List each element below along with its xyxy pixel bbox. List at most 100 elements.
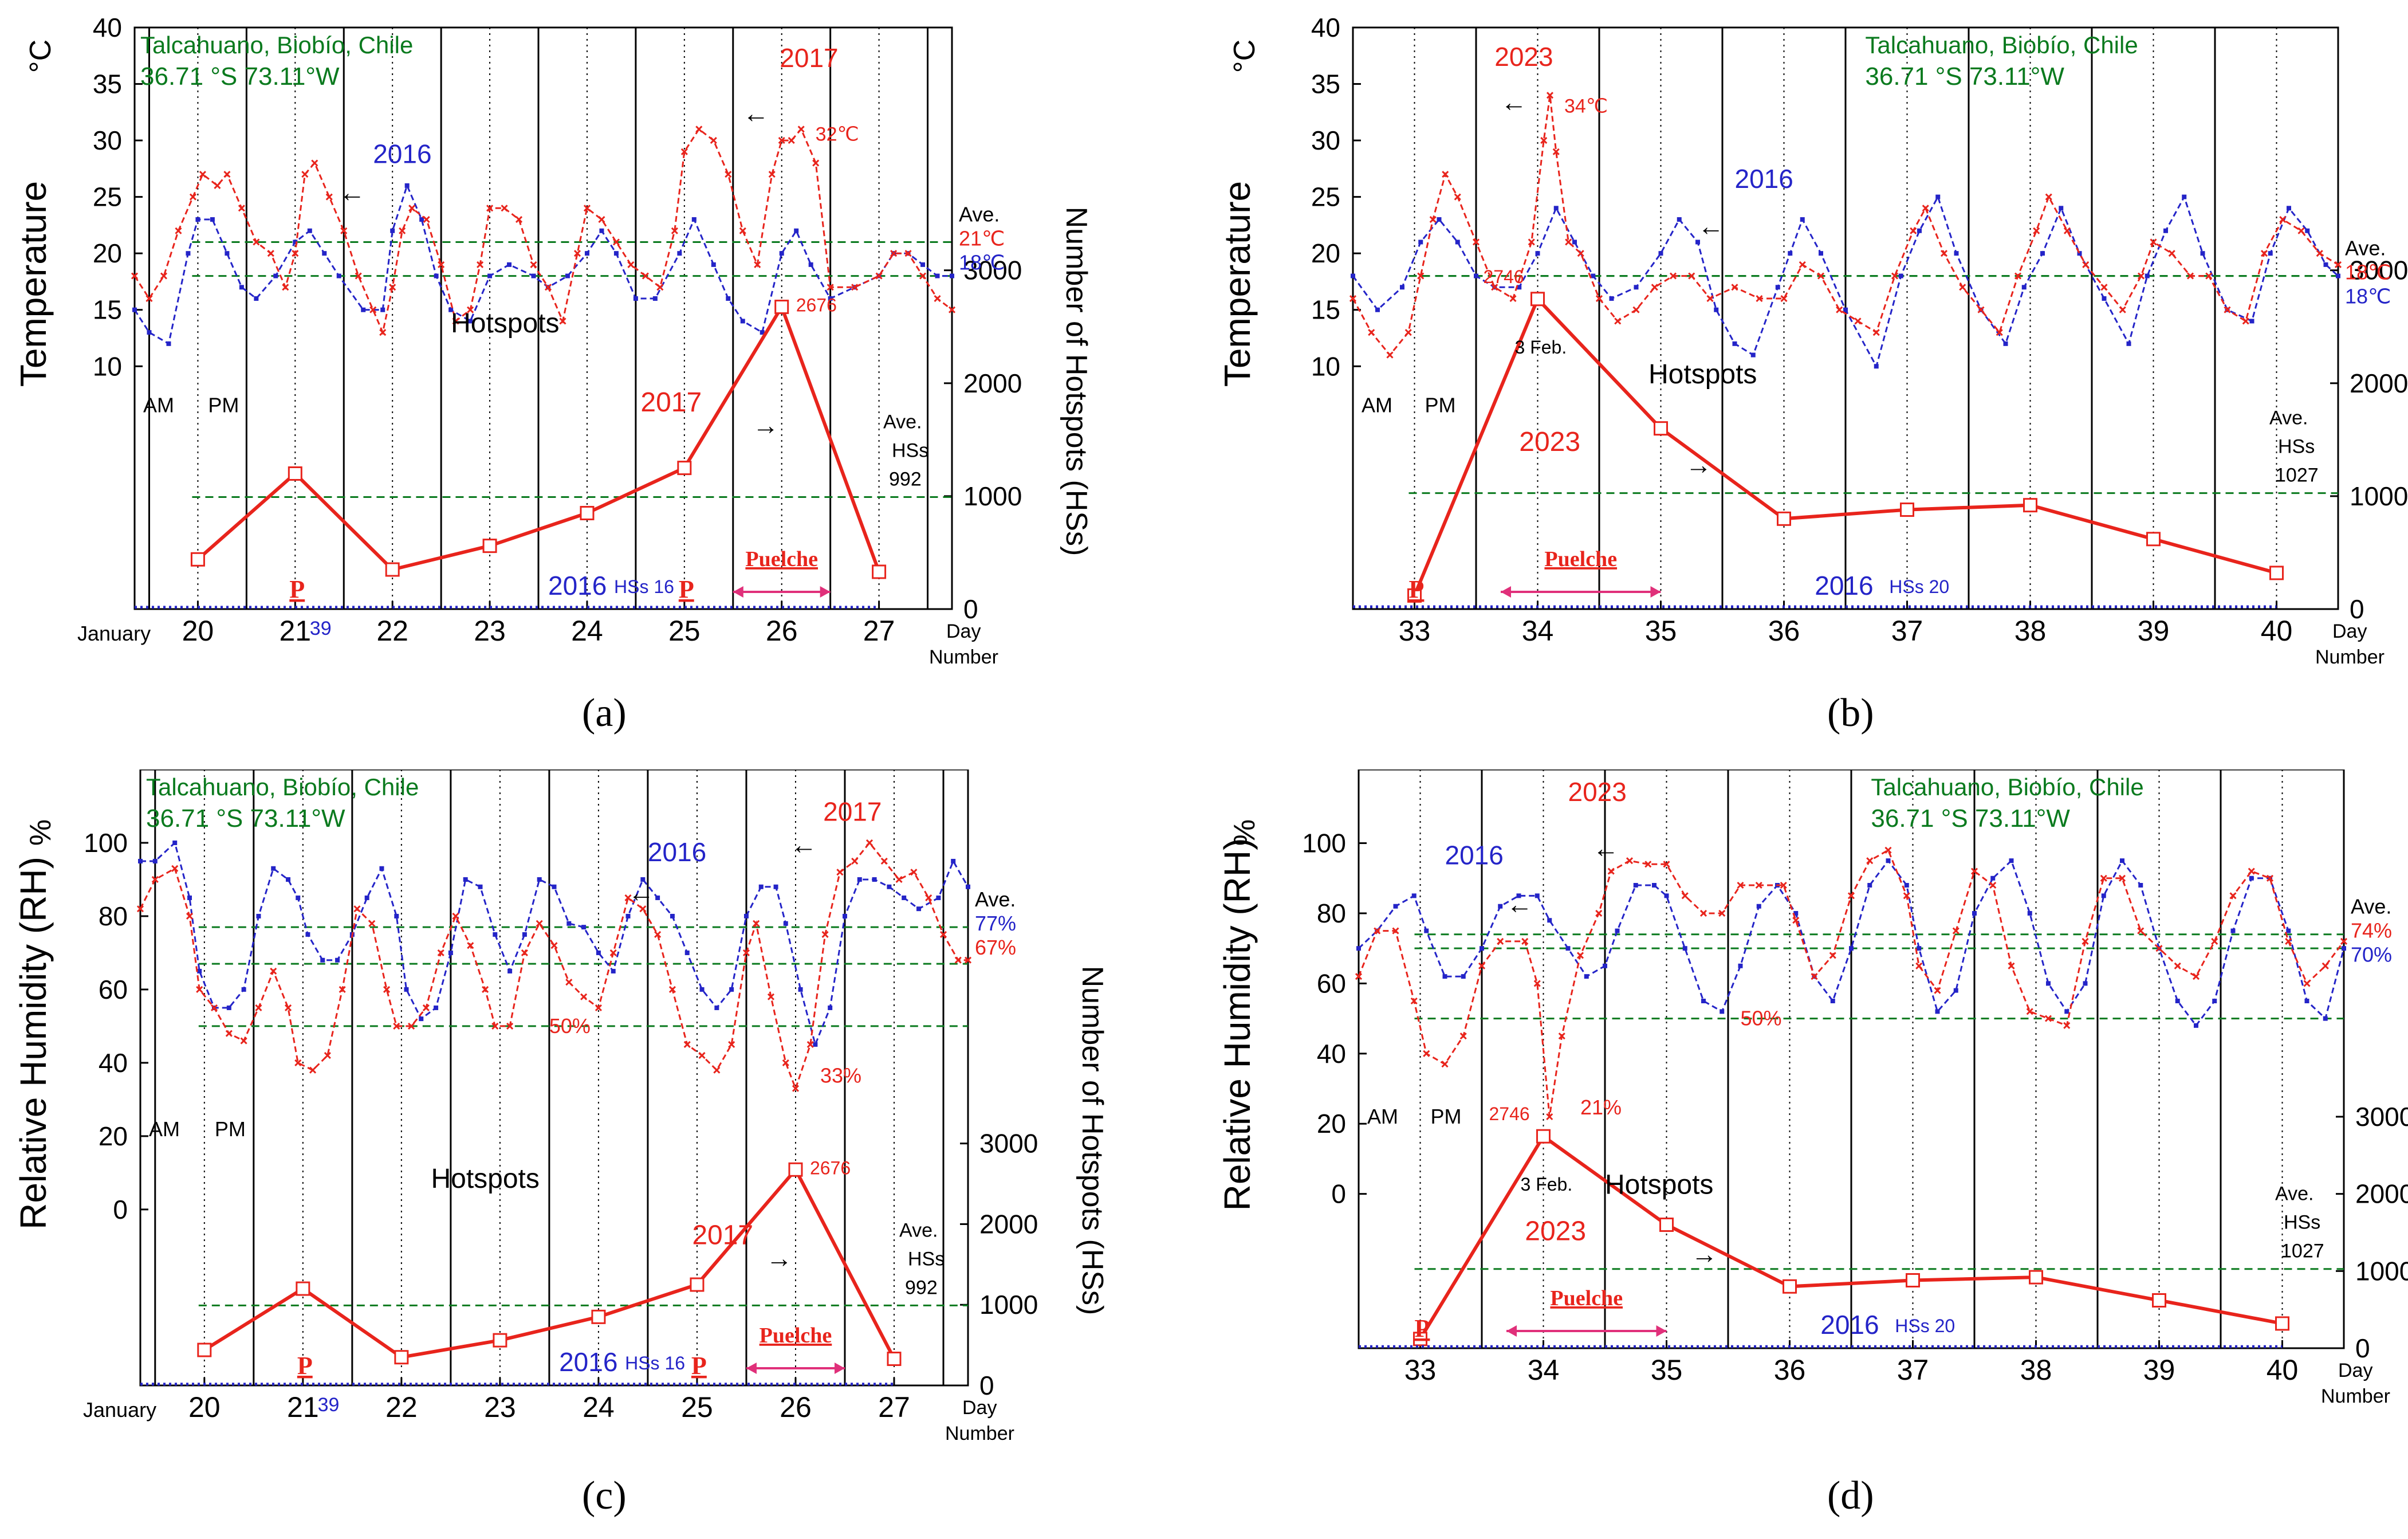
series-2016-point	[305, 932, 310, 937]
series-2016-point	[729, 987, 734, 992]
hotspots-2016-year: 2016	[1815, 571, 1873, 600]
series-2016-point	[1615, 928, 1620, 933]
series-2017-point	[710, 137, 717, 144]
series-2017-point	[270, 967, 277, 975]
series-2023-point	[1552, 148, 1560, 155]
series-2016-point	[613, 251, 619, 256]
hotspot-point	[788, 1162, 803, 1177]
hotspots-2016-note: 39	[310, 618, 332, 639]
series-2016-point	[197, 968, 202, 973]
series-2023-point	[1681, 892, 1689, 900]
series-2023-point	[1546, 1113, 1553, 1121]
series-2016-point	[1843, 307, 1848, 312]
series-2023-point	[1632, 306, 1640, 313]
series-2017-point	[895, 875, 903, 884]
series-2016-point	[210, 217, 215, 222]
series-2016-point	[1442, 974, 1447, 979]
am-label: AM	[1362, 393, 1392, 417]
month-label: January	[77, 622, 151, 645]
x-tick-label: 22	[376, 615, 408, 647]
series-2023-point	[1989, 881, 1997, 889]
series-2016-point	[1990, 875, 1996, 881]
series-2017-point	[964, 956, 972, 964]
series-2017-point	[851, 284, 859, 291]
hotspot-point	[887, 1352, 902, 1367]
series-2016-point	[773, 884, 778, 889]
series-2023-point	[2248, 867, 2255, 875]
series-2016-point	[1677, 217, 1682, 222]
hotspot-point	[482, 539, 497, 553]
hs-tick-label: 2000	[979, 1209, 1038, 1239]
series-2016-point	[1682, 946, 1687, 951]
series-2017-point	[452, 317, 459, 325]
y-axis-title: Relative Humidity (RH)	[13, 857, 54, 1230]
hotspots-new-line	[1418, 1133, 2283, 1340]
series-2023-point	[2063, 227, 2071, 234]
series-2023-point	[2082, 937, 2089, 945]
series-2016-point	[794, 228, 799, 233]
series-2016-point	[271, 866, 276, 871]
series-2017-point	[379, 329, 387, 336]
series-2017-point	[282, 284, 289, 291]
series-2017-point	[301, 171, 309, 178]
series-2017-point	[812, 159, 820, 167]
series-2017-point	[253, 238, 260, 246]
series-2016-point	[584, 251, 589, 256]
series-2023-point	[1836, 306, 1843, 313]
series-2016-point	[1953, 988, 1958, 993]
series-2016-point	[779, 251, 784, 256]
x-tick-label: 23	[474, 615, 506, 647]
chart-b-temperature-2023: 10 15 20 25 30 35 40 0 1000 2000 3000 33 34 35 36 37 38 3…	[1217, 13, 2408, 668]
year-old-label: 2016	[1735, 164, 1793, 194]
series-2016-point	[1867, 883, 1872, 888]
y-tick-label: 10	[1311, 351, 1340, 381]
series-2023-point	[2150, 238, 2157, 246]
series-2016-point	[404, 987, 409, 992]
series-2016-point	[1756, 904, 1761, 909]
hotspots-arrow: →	[1686, 450, 1712, 480]
series-2016-point	[565, 273, 570, 278]
series-2016-point	[828, 296, 833, 301]
series-2016-point	[1775, 285, 1780, 290]
series-2016-point	[1701, 999, 1706, 1003]
x-tick-label: 27	[863, 615, 895, 647]
series-2016-point	[887, 884, 892, 889]
location-label: Talcahuano, Biobío, Chile	[1871, 774, 2143, 800]
ave-label: Ave.	[959, 202, 1000, 226]
series-2023-point	[1952, 927, 1960, 935]
series-2017-point	[267, 250, 274, 257]
series-2016-point	[1418, 240, 1423, 245]
number-label: Number	[2321, 1385, 2390, 1407]
series-2016-point	[296, 895, 301, 900]
hotspot-point	[774, 300, 789, 315]
series-2023-point	[2033, 227, 2040, 234]
arrow-2016: ←	[1698, 211, 1724, 241]
series-2016-point	[552, 884, 557, 889]
series-2023-point	[1903, 892, 1910, 900]
series-2017-point	[515, 215, 523, 223]
series-2017-point	[713, 1066, 721, 1074]
x-tick-label: 38	[2014, 615, 2047, 647]
hotspot-point	[385, 562, 400, 577]
y-tick-label: 20	[99, 1121, 128, 1151]
y-tick-label: 25	[1311, 182, 1340, 212]
coords-label: 36.71 °S 73.11°W	[140, 62, 340, 91]
hotspot-point	[1906, 1273, 1920, 1287]
feb-label: 3 Feb.	[1521, 1174, 1573, 1195]
p-marker: P	[1415, 1314, 1430, 1342]
series-2017-point	[656, 284, 664, 291]
series-2016-point	[394, 913, 399, 918]
y-tick-label: 15	[93, 295, 122, 325]
series-2016-point	[1411, 893, 1417, 898]
ave-hs-value: 1027	[2275, 465, 2319, 486]
series-2017-point	[788, 137, 795, 144]
series-2016-point	[1424, 928, 1429, 933]
series-2017-point	[836, 869, 844, 876]
series-2017-point	[536, 920, 543, 927]
series-2017-point	[486, 205, 494, 212]
series-2023-point	[1959, 284, 1966, 291]
am-label: AM	[143, 393, 174, 417]
series-2016-point	[1584, 974, 1589, 979]
